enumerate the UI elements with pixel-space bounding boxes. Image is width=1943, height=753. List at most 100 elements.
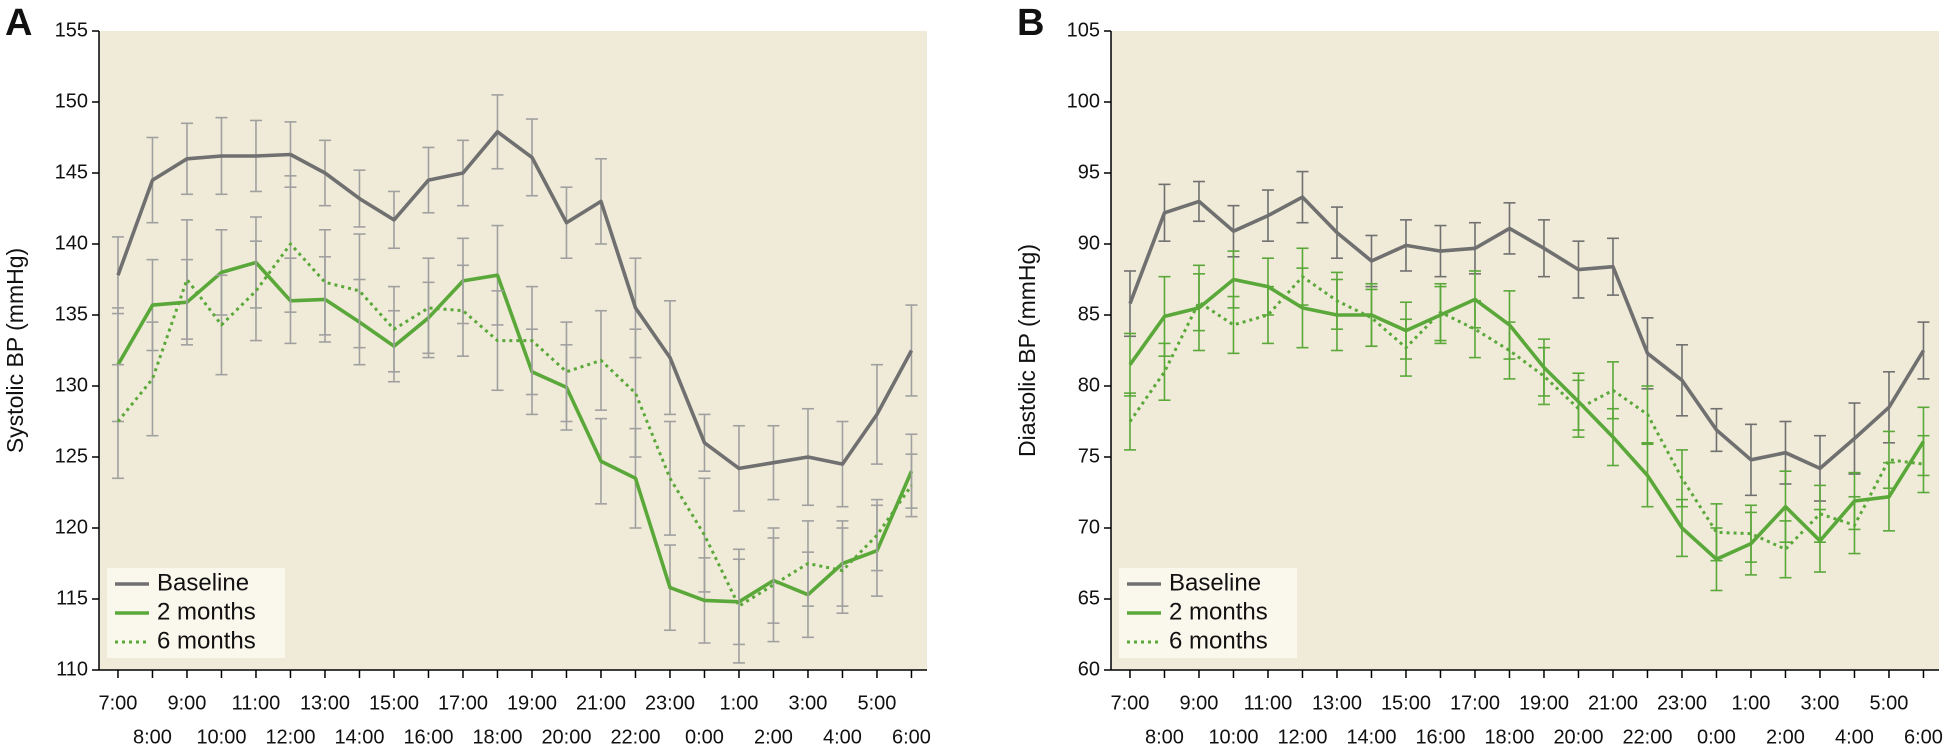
x-tick-label: 12:00 [265,726,315,748]
x-tick-label: 9:00 [168,692,207,714]
error-bar [1917,434,1930,494]
plot-background [99,31,927,670]
y-axis-label: Diastolic BP (mmHg) [1014,244,1040,457]
error-bar [767,527,780,643]
x-tick-label: 17:00 [438,692,488,714]
x-tick-label: 18:00 [472,726,522,748]
x-tick-label: 13:00 [1312,692,1362,714]
error-bar [111,363,124,480]
y-tick-label: 130 [55,374,88,396]
x-tick-label: 4:00 [1835,726,1874,748]
x-tick-label: 22:00 [610,726,660,748]
x-tick-label: 0:00 [685,726,724,748]
x-tick-label: 3:00 [1801,692,1840,714]
y-tick-label: 105 [1067,19,1100,41]
x-tick-label: 3:00 [789,692,828,714]
error-bar [1744,504,1757,563]
y-tick-label: 120 [55,516,88,538]
x-tick-label: 16:00 [1415,726,1465,748]
x-tick-label: 5:00 [858,692,897,714]
x-tick-label: 22:00 [1622,726,1672,748]
y-axis-label: Systolic BP (mmHg) [2,248,28,453]
y-tick-label: 80 [1078,374,1100,396]
x-tick-label: 8:00 [133,726,172,748]
error-bar [870,498,883,572]
panel-label: A [5,2,32,44]
y-tick-label: 75 [1078,445,1100,467]
legend-label: 2 months [1169,598,1268,625]
y-tick-label: 125 [55,445,88,467]
legend-label: 6 months [1169,627,1268,654]
series-line [1128,277,1926,561]
error-bar [663,420,676,536]
legend-label: Baseline [1169,569,1261,596]
error-bar [1572,379,1585,438]
error-bar [422,257,435,359]
legend-label: 6 months [157,627,256,654]
error-bar [1537,346,1550,406]
x-tick-label: 11:00 [1244,692,1293,714]
x-tick-label: 9:00 [1180,692,1219,714]
error-bar [180,219,193,340]
y-tick-label: 85 [1078,303,1100,325]
y-tick-label: 155 [55,19,88,41]
series-line [116,130,914,471]
y-tick-label: 110 [56,658,88,680]
plot-background [1111,31,1939,670]
error-bar [456,264,469,357]
x-tick-label: 23:00 [1657,692,1707,714]
y-tick-label: 115 [56,587,88,609]
error-bar [1123,392,1136,451]
error-bar [1261,285,1274,345]
series-line [1128,275,1924,551]
error-bar [560,321,573,423]
x-tick-label: 13:00 [300,692,350,714]
x-tick-label: 7:00 [99,692,138,714]
error-bar [1503,321,1516,380]
x-tick-label: 6:00 [1904,726,1943,748]
error-bar [353,233,366,349]
x-tick-label: 2:00 [1766,726,1805,748]
y-tick-label: 95 [1078,161,1100,183]
error-bar [1882,430,1895,490]
y-tick-label: 65 [1078,587,1100,609]
error-bar [318,229,331,336]
y-tick-label: 90 [1078,232,1100,254]
error-bar [1710,503,1723,562]
x-tick-label: 21:00 [576,692,626,714]
error-bar [1468,299,1481,359]
x-tick-label: 20:00 [541,726,591,748]
error-bar [1365,288,1378,348]
x-tick-label: 6:00 [892,726,931,748]
y-tick-label: 100 [1067,90,1100,112]
x-tick-label: 18:00 [1484,726,1534,748]
error-bar [146,321,159,437]
x-tick-label: 7:00 [1111,692,1150,714]
x-tick-label: 8:00 [1145,726,1184,748]
y-tick-label: 135 [55,303,88,325]
x-tick-label: 4:00 [823,726,862,748]
x-tick-label: 21:00 [1588,692,1638,714]
x-tick-label: 11:00 [232,692,281,714]
error-bar [249,240,262,342]
x-tick-label: 20:00 [1553,726,1603,748]
x-tick-label: 19:00 [1519,692,1569,714]
y-tick-label: 140 [55,232,88,254]
x-tick-label: 19:00 [507,692,557,714]
x-tick-label: 16:00 [403,726,453,748]
x-tick-label: 23:00 [645,692,695,714]
x-tick-label: 15:00 [1381,692,1431,714]
x-tick-label: 10:00 [196,726,246,748]
error-bar [1779,520,1792,579]
x-tick-label: 17:00 [1450,692,1500,714]
x-tick-label: 14:00 [334,726,384,748]
y-tick-label: 70 [1078,516,1100,538]
legend-label: Baseline [157,569,249,596]
error-bar [1192,273,1205,332]
x-tick-label: 1:00 [1732,692,1771,714]
x-tick-label: 0:00 [1697,726,1736,748]
x-tick-label: 2:00 [754,726,793,748]
error-bar [732,548,745,664]
error-bar [698,477,711,593]
